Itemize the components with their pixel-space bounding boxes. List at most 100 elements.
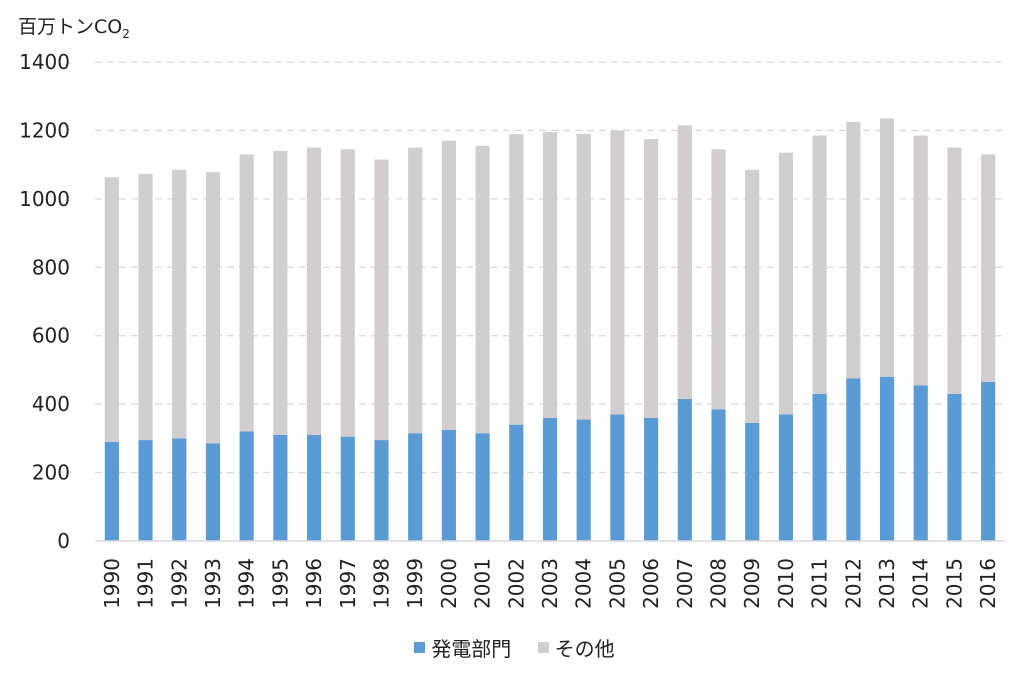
x-tick-label-2007: 2007 bbox=[673, 558, 697, 609]
bar-1991-series-1 bbox=[138, 173, 153, 441]
y-tick-label-1000: 1000 bbox=[19, 187, 70, 211]
legend-label-power: 発電部門 bbox=[431, 637, 512, 661]
bar-2013-series-0 bbox=[879, 376, 895, 541]
x-tick-label-2013: 2013 bbox=[875, 558, 899, 609]
bar-1990-series-0 bbox=[104, 441, 119, 541]
bar-2012-series-0 bbox=[846, 378, 861, 541]
legend-item-power: 発電部門 bbox=[414, 633, 511, 662]
x-tick-label-2016: 2016 bbox=[976, 558, 1000, 609]
x-tick-label-1995: 1995 bbox=[268, 558, 292, 609]
x-tick-label-1996: 1996 bbox=[302, 558, 326, 609]
bar-2011-series-0 bbox=[812, 393, 827, 541]
bar-2001-series-0 bbox=[475, 433, 490, 541]
x-tick-label-2015: 2015 bbox=[942, 558, 966, 609]
legend-item-other: その他 bbox=[537, 633, 615, 662]
bar-2011-series-1 bbox=[812, 135, 827, 394]
bar-2005-series-1 bbox=[610, 130, 625, 415]
x-tick-label-2008: 2008 bbox=[707, 558, 731, 609]
bar-2001-series-1 bbox=[475, 145, 490, 434]
x-tick-label-2010: 2010 bbox=[774, 558, 798, 609]
legend: 発電部門 その他 bbox=[0, 633, 1029, 662]
bar-2016-series-1 bbox=[981, 154, 996, 382]
bar-2003-series-1 bbox=[542, 132, 558, 418]
bar-2004-series-0 bbox=[576, 419, 591, 541]
x-tick-label-2004: 2004 bbox=[572, 558, 596, 609]
bar-1996-series-1 bbox=[306, 147, 322, 435]
bar-2008-series-1 bbox=[711, 149, 726, 410]
bar-1999-series-1 bbox=[408, 147, 423, 434]
x-tick-label-2003: 2003 bbox=[538, 558, 562, 609]
axes: 0 200 400 600 800 1000 1200 1400 1990 1991 1992 199… bbox=[19, 50, 1005, 609]
bar-1993-series-0 bbox=[205, 443, 221, 541]
bar-2015-series-1 bbox=[947, 147, 962, 394]
bar-2007-series-0 bbox=[677, 399, 692, 541]
legend-label-other: その他 bbox=[554, 637, 615, 661]
bar-2002-series-0 bbox=[509, 424, 524, 541]
bar-2010-series-1 bbox=[778, 152, 794, 415]
bar-1997-series-1 bbox=[340, 149, 355, 437]
bar-2015-series-0 bbox=[947, 393, 962, 541]
bar-2016-series-0 bbox=[981, 381, 996, 541]
bar-1994-series-1 bbox=[239, 154, 254, 432]
y-axis-unit-label: 百万トンCO2 bbox=[18, 16, 130, 41]
bar-2000-series-0 bbox=[441, 429, 456, 541]
bar-1992-series-1 bbox=[172, 169, 187, 439]
bar-1994-series-0 bbox=[239, 431, 254, 541]
x-tick-label-1999: 1999 bbox=[403, 558, 427, 609]
x-tick-label-2009: 2009 bbox=[740, 558, 764, 609]
bar-2006-series-0 bbox=[644, 417, 659, 541]
bar-2012-series-1 bbox=[846, 121, 861, 379]
x-tick-label-1997: 1997 bbox=[336, 558, 360, 609]
x-tick-label-2011: 2011 bbox=[808, 558, 832, 609]
bar-1999-series-0 bbox=[408, 433, 423, 541]
bar-2004-series-1 bbox=[576, 133, 591, 420]
bar-2014-series-0 bbox=[913, 385, 928, 541]
bar-2006-series-1 bbox=[644, 138, 659, 418]
bar-2003-series-0 bbox=[542, 417, 558, 541]
x-tick-label-2000: 2000 bbox=[437, 558, 461, 609]
x-tick-label-2005: 2005 bbox=[605, 558, 629, 609]
bar-2005-series-0 bbox=[610, 414, 625, 541]
bar-2000-series-1 bbox=[441, 140, 456, 430]
bar-1995-series-0 bbox=[273, 434, 288, 541]
bar-2010-series-0 bbox=[778, 414, 794, 541]
x-tick-label-1990: 1990 bbox=[100, 558, 124, 609]
y-tick-label-600: 600 bbox=[32, 324, 70, 348]
x-tick-label-2001: 2001 bbox=[471, 558, 495, 609]
x-tick-label-2012: 2012 bbox=[841, 558, 865, 609]
bar-1995-series-1 bbox=[273, 150, 288, 435]
bar-2013-series-1 bbox=[879, 118, 895, 377]
bar-2009-series-0 bbox=[745, 422, 760, 541]
bar-2008-series-0 bbox=[711, 409, 726, 541]
legend-swatch-power bbox=[414, 642, 426, 653]
y-tick-label-200: 200 bbox=[32, 461, 70, 485]
y-tick-label-800: 800 bbox=[32, 255, 70, 279]
bar-1996-series-0 bbox=[306, 434, 322, 541]
y-tick-label-400: 400 bbox=[32, 392, 70, 416]
y-tick-label-0: 0 bbox=[57, 529, 70, 553]
bar-2007-series-1 bbox=[677, 125, 692, 400]
bar-1998-series-0 bbox=[374, 440, 389, 541]
bar-1992-series-0 bbox=[172, 438, 187, 541]
bar-1998-series-1 bbox=[374, 159, 389, 441]
legend-swatch-other bbox=[537, 642, 549, 653]
bar-1993-series-1 bbox=[205, 172, 221, 444]
x-tick-label-1993: 1993 bbox=[201, 558, 225, 609]
x-tick-label-2014: 2014 bbox=[909, 558, 933, 609]
x-tick-label-1991: 1991 bbox=[134, 558, 158, 609]
x-tick-label-1992: 1992 bbox=[167, 558, 191, 609]
bar-2009-series-1 bbox=[745, 169, 760, 423]
bars bbox=[104, 118, 996, 541]
x-tick-label-1998: 1998 bbox=[369, 558, 393, 609]
x-tick-label-2006: 2006 bbox=[639, 558, 663, 609]
bar-1997-series-0 bbox=[340, 436, 355, 541]
x-tick-label-1994: 1994 bbox=[235, 558, 259, 609]
x-tick-label-2002: 2002 bbox=[504, 558, 528, 609]
y-tick-label-1200: 1200 bbox=[19, 118, 70, 142]
y-tick-label-1400: 1400 bbox=[19, 50, 70, 74]
bar-2002-series-1 bbox=[509, 133, 524, 425]
bar-1991-series-0 bbox=[138, 440, 153, 541]
bar-1990-series-1 bbox=[104, 177, 119, 442]
